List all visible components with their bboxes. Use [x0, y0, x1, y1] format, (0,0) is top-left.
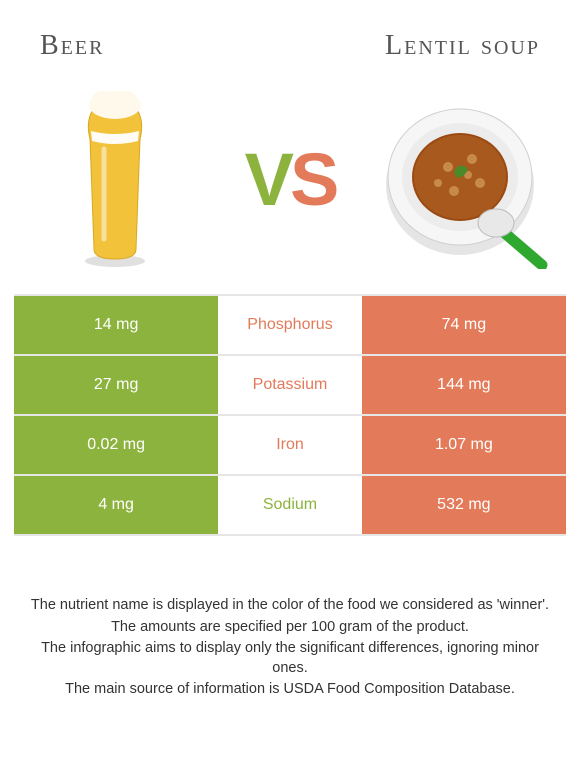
table-row: 0.02 mg Iron 1.07 mg: [14, 416, 566, 476]
footer-line: The infographic aims to display only the…: [28, 639, 552, 678]
right-value: 1.07 mg: [362, 416, 566, 474]
title-right: Lentil soup: [385, 30, 540, 62]
soup-image: [380, 84, 550, 274]
right-value: 144 mg: [362, 356, 566, 414]
nutrient-label: Iron: [218, 416, 362, 474]
soup-bowl-icon: [380, 89, 550, 269]
vs-v: V: [245, 138, 290, 221]
table-row: 4 mg Sodium 532 mg: [14, 476, 566, 536]
nutrient-table: 14 mg Phosphorus 74 mg 27 mg Potassium 1…: [14, 294, 566, 536]
nutrient-label: Potassium: [218, 356, 362, 414]
footer-line: The main source of information is USDA F…: [28, 680, 552, 700]
beer-glass-icon: [60, 89, 170, 269]
footer-line: The amounts are specified per 100 gram o…: [28, 618, 552, 638]
hero-row: VS: [0, 74, 580, 294]
right-value: 74 mg: [362, 296, 566, 354]
table-row: 27 mg Potassium 144 mg: [14, 356, 566, 416]
beer-image: [30, 84, 200, 274]
nutrient-label: Phosphorus: [218, 296, 362, 354]
titles-row: Beer Lentil soup: [0, 0, 580, 74]
vs-s: S: [290, 138, 335, 221]
table-row: 14 mg Phosphorus 74 mg: [14, 296, 566, 356]
left-value: 0.02 mg: [14, 416, 218, 474]
left-value: 27 mg: [14, 356, 218, 414]
left-value: 14 mg: [14, 296, 218, 354]
right-value: 532 mg: [362, 476, 566, 534]
left-value: 4 mg: [14, 476, 218, 534]
vs-label: VS: [245, 137, 336, 222]
footer-notes: The nutrient name is displayed in the co…: [0, 536, 580, 732]
title-left: Beer: [40, 30, 104, 62]
nutrient-label: Sodium: [218, 476, 362, 534]
footer-line: The nutrient name is displayed in the co…: [28, 596, 552, 616]
